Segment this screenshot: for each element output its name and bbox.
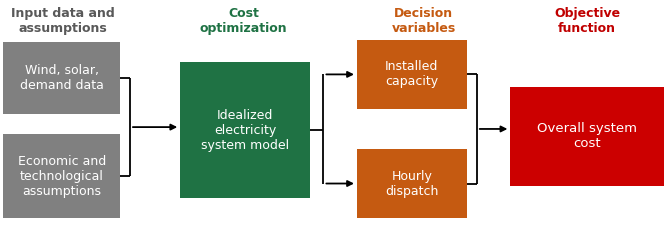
- FancyBboxPatch shape: [3, 134, 120, 218]
- Text: Hourly
dispatch: Hourly dispatch: [385, 170, 439, 197]
- Text: Idealized
electricity
system model: Idealized electricity system model: [201, 109, 289, 152]
- Text: Cost
optimization: Cost optimization: [199, 7, 287, 35]
- Text: Input data and
assumptions: Input data and assumptions: [11, 7, 115, 35]
- Text: Economic and
technological
assumptions: Economic and technological assumptions: [17, 155, 106, 198]
- Text: Installed
capacity: Installed capacity: [385, 61, 439, 88]
- FancyBboxPatch shape: [180, 62, 310, 198]
- FancyBboxPatch shape: [510, 87, 664, 186]
- FancyBboxPatch shape: [3, 42, 120, 114]
- FancyBboxPatch shape: [357, 40, 467, 109]
- Text: Overall system
cost: Overall system cost: [537, 123, 637, 150]
- Text: Decision
variables: Decision variables: [392, 7, 456, 35]
- Text: Objective
function: Objective function: [554, 7, 620, 35]
- Text: Wind, solar,
demand data: Wind, solar, demand data: [20, 64, 103, 92]
- FancyBboxPatch shape: [357, 149, 467, 218]
